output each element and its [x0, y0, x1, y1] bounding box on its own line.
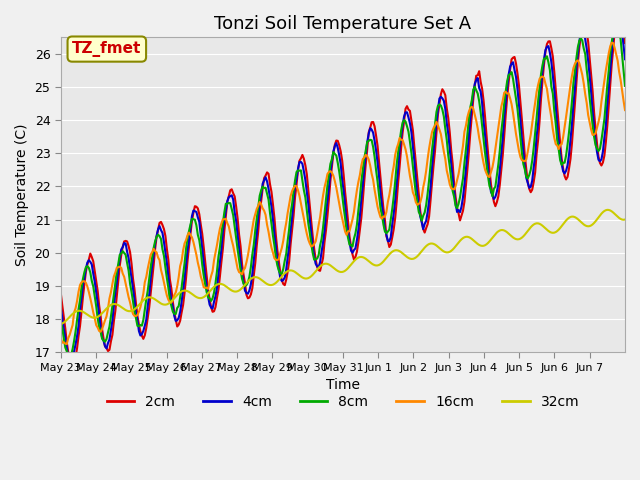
Title: Tonzi Soil Temperature Set A: Tonzi Soil Temperature Set A — [214, 15, 472, 33]
4cm — [614, 8, 621, 13]
32cm — [347, 262, 355, 267]
4cm — [57, 305, 65, 311]
2cm — [461, 199, 468, 204]
2cm — [77, 309, 85, 315]
16cm — [57, 335, 65, 341]
2cm — [614, 4, 621, 10]
4cm — [621, 56, 629, 62]
8cm — [95, 324, 103, 330]
4cm — [349, 250, 356, 255]
8cm — [57, 319, 65, 324]
16cm — [95, 328, 103, 334]
32cm — [604, 207, 611, 213]
16cm — [621, 107, 629, 113]
2cm — [620, 27, 627, 33]
Line: 8cm: 8cm — [61, 24, 625, 355]
Line: 2cm: 2cm — [61, 7, 625, 365]
Text: TZ_fmet: TZ_fmet — [72, 41, 141, 57]
Legend: 2cm, 4cm, 8cm, 16cm, 32cm: 2cm, 4cm, 8cm, 16cm, 32cm — [101, 389, 585, 415]
32cm — [618, 216, 626, 222]
4cm — [77, 296, 85, 301]
16cm — [545, 96, 552, 102]
2cm — [349, 252, 356, 257]
8cm — [77, 285, 85, 291]
32cm — [57, 321, 65, 327]
2cm — [95, 302, 103, 308]
8cm — [545, 60, 552, 65]
2cm — [57, 291, 65, 297]
Line: 32cm: 32cm — [61, 210, 625, 324]
4cm — [545, 43, 552, 49]
8cm — [621, 83, 629, 89]
32cm — [459, 235, 467, 241]
4cm — [461, 181, 468, 187]
16cm — [63, 341, 70, 347]
8cm — [620, 66, 627, 72]
2cm — [545, 38, 552, 44]
32cm — [543, 227, 551, 233]
8cm — [67, 352, 75, 358]
Line: 4cm: 4cm — [61, 11, 625, 361]
8cm — [349, 244, 356, 250]
4cm — [620, 43, 627, 48]
8cm — [612, 21, 620, 26]
32cm — [94, 314, 102, 320]
Y-axis label: Soil Temperature (C): Soil Temperature (C) — [15, 123, 29, 266]
4cm — [66, 358, 74, 364]
32cm — [76, 308, 84, 314]
2cm — [621, 40, 629, 46]
16cm — [349, 216, 356, 222]
Line: 16cm: 16cm — [61, 43, 625, 344]
2cm — [68, 362, 76, 368]
X-axis label: Time: Time — [326, 378, 360, 392]
16cm — [620, 97, 627, 103]
16cm — [461, 129, 468, 134]
8cm — [461, 160, 468, 166]
32cm — [621, 216, 629, 222]
16cm — [608, 40, 616, 46]
4cm — [95, 312, 103, 317]
16cm — [77, 279, 85, 285]
